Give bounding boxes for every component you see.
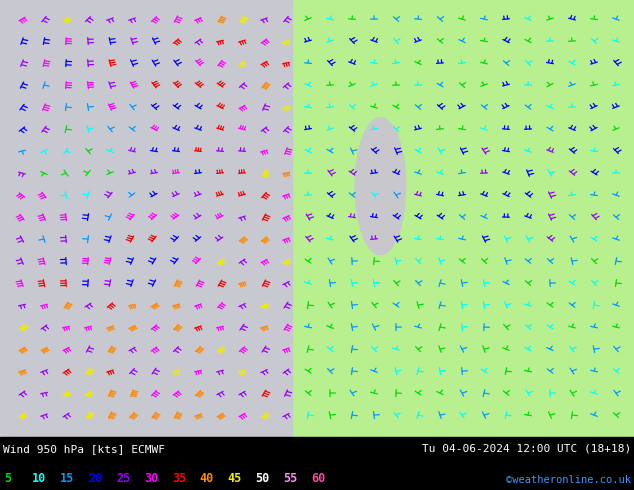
Bar	[0, 0, 292, 437]
Text: 50: 50	[256, 472, 269, 485]
Text: Wind 950 hPa [kts] ECMWF: Wind 950 hPa [kts] ECMWF	[3, 444, 165, 454]
Text: 15: 15	[60, 472, 74, 485]
Text: 10: 10	[32, 472, 46, 485]
Text: 25: 25	[116, 472, 130, 485]
Bar	[0, 0, 634, 437]
Text: Tu 04-06-2024 12:00 UTC (18+18): Tu 04-06-2024 12:00 UTC (18+18)	[422, 444, 631, 454]
Text: 55: 55	[283, 472, 297, 485]
Text: 40: 40	[200, 472, 214, 485]
Text: ©weatheronline.co.uk: ©weatheronline.co.uk	[506, 475, 631, 486]
Text: 45: 45	[228, 472, 242, 485]
Text: 20: 20	[88, 472, 102, 485]
Text: 30: 30	[144, 472, 158, 485]
Ellipse shape	[355, 118, 406, 255]
Bar	[0, 437, 634, 490]
Text: 60: 60	[311, 472, 325, 485]
Text: 5: 5	[4, 472, 11, 485]
Text: 35: 35	[172, 472, 186, 485]
